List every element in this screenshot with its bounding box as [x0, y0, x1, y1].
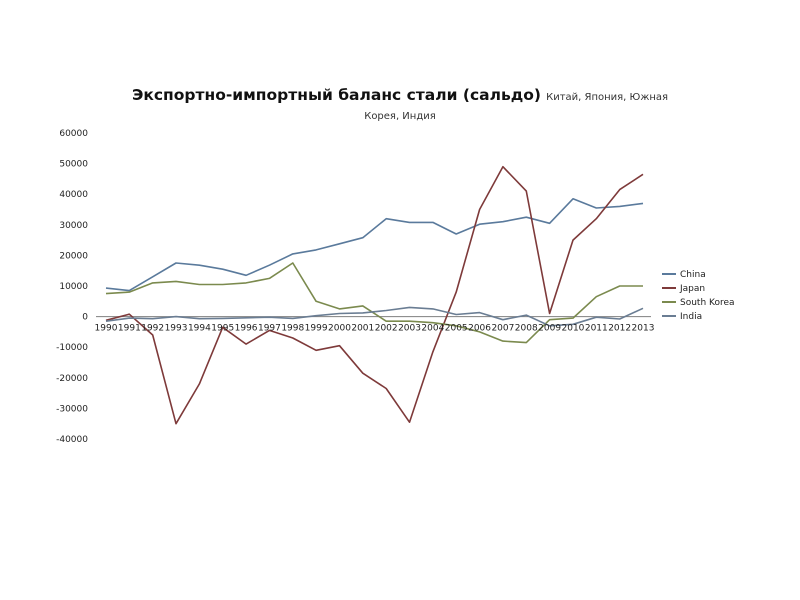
- y-tick-label: 10000: [59, 282, 88, 292]
- x-tick-label: 2003: [398, 324, 421, 334]
- x-tick-label: 1991: [118, 324, 141, 334]
- x-tick-label: 1994: [188, 324, 211, 334]
- series-lines: [105, 165, 644, 425]
- y-tick-label: -20000: [56, 374, 88, 384]
- chart-subtitle: Китай, Япония, Южная: [546, 92, 669, 103]
- x-tick-label: 1999: [305, 324, 328, 334]
- x-tick-label: 2006: [468, 324, 491, 334]
- x-tick-label: 2005: [445, 324, 468, 334]
- x-tick-label: 2010: [562, 324, 585, 334]
- x-tick-label: 2007: [491, 324, 514, 334]
- x-tick-label: 2001: [351, 324, 374, 334]
- y-axis-tick-labels: 60000 50000 40000 30000 20000 10000 0 -10000 -20…: [56, 129, 88, 445]
- x-tick-label: 1998: [281, 324, 304, 334]
- chart-subtitle-line2: Корея, Индия: [364, 111, 436, 122]
- series-line-south-korea: [105, 262, 643, 344]
- x-tick-label: 1995: [211, 324, 234, 334]
- y-tick-label: 0: [82, 313, 88, 323]
- x-tick-label: 2011: [585, 324, 608, 334]
- x-tick-label: 2009: [538, 324, 561, 334]
- x-tick-label: 1992: [141, 324, 164, 334]
- x-tick-label: 2013: [632, 324, 655, 334]
- x-tick-label: 2000: [328, 324, 351, 334]
- y-tick-label: 40000: [59, 190, 88, 200]
- y-tick-label: -30000: [56, 404, 88, 414]
- series-line-china: [105, 198, 644, 292]
- y-tick-label: -40000: [56, 435, 88, 445]
- x-tick-label: 1997: [258, 324, 281, 334]
- legend-label: South Korea: [680, 298, 735, 308]
- y-tick-label: 20000: [59, 251, 88, 261]
- legend-label: Japan: [679, 284, 705, 294]
- chart-title-block: Экспортно-импортный баланс стали (сальдо…: [0, 86, 800, 126]
- chart-title: Экспортно-импортный баланс стали (сальдо…: [131, 86, 541, 104]
- y-tick-label: 60000: [59, 129, 88, 139]
- x-axis-tick-labels: 1990 1991 1992 1993 1994 1995 1996 1997 1998 1999…: [95, 324, 655, 334]
- y-tick-label: 30000: [59, 221, 88, 231]
- x-tick-label: 2008: [515, 324, 538, 334]
- x-tick-label: 2004: [421, 324, 444, 334]
- series-line-japan: [105, 165, 644, 425]
- y-tick-label: 50000: [59, 160, 88, 170]
- legend: China Japan South Korea India: [662, 270, 735, 322]
- x-tick-label: 2002: [375, 324, 398, 334]
- legend-label: China: [680, 270, 706, 280]
- series-line-india: [105, 306, 644, 327]
- y-tick-label: -10000: [56, 343, 88, 353]
- x-tick-label: 1993: [165, 324, 188, 334]
- legend-label: India: [680, 312, 702, 322]
- x-tick-label: 2012: [608, 324, 631, 334]
- x-tick-label: 1990: [95, 324, 118, 334]
- x-tick-label: 1996: [235, 324, 258, 334]
